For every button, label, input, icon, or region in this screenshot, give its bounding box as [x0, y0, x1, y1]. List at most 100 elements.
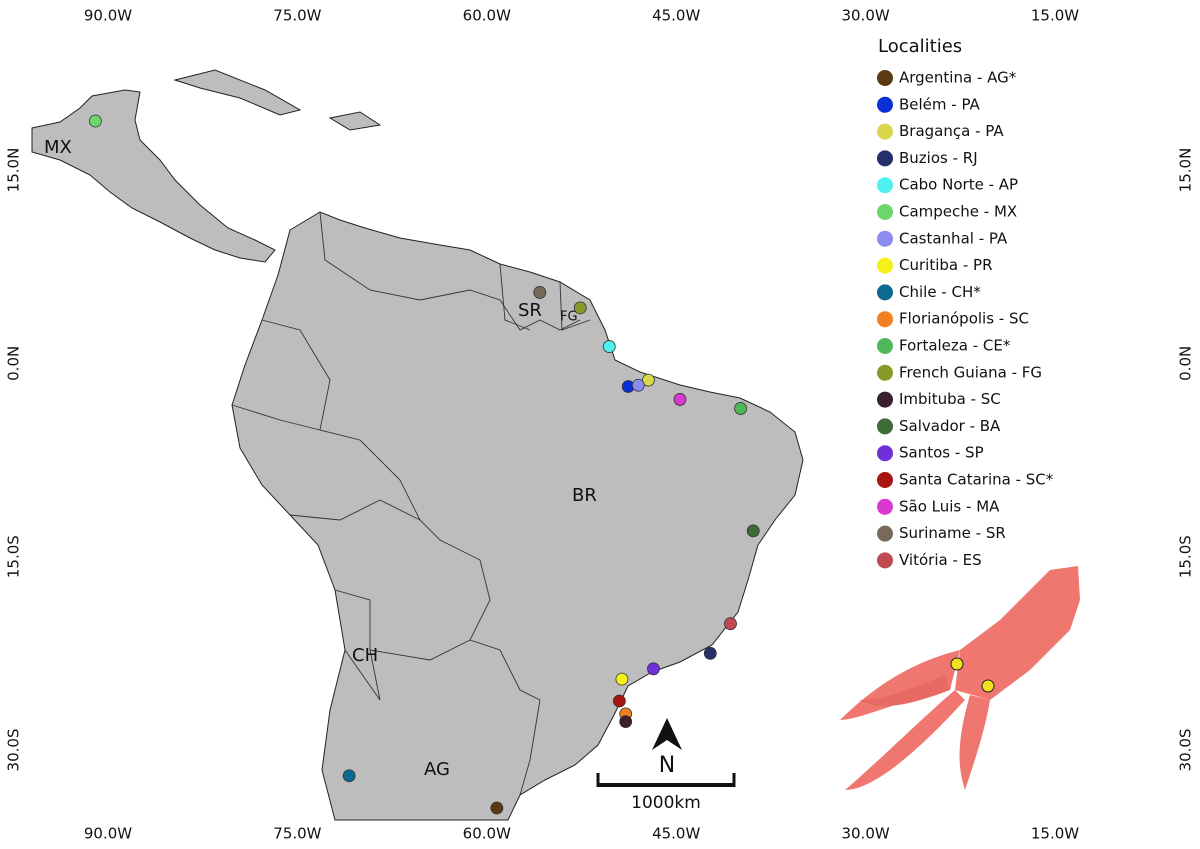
locality-point [631, 378, 645, 392]
legend-swatch [877, 552, 893, 569]
locality-point [88, 114, 102, 128]
legend-swatch [877, 418, 893, 435]
legend-label: Chile - CH* [899, 283, 981, 301]
locality-point [642, 373, 655, 387]
lat-tick-label: 15.0N [1177, 148, 1195, 193]
squid-arm [959, 695, 990, 790]
lon-tick-label: 75.0W [273, 7, 321, 25]
locality-point [734, 402, 747, 415]
legend-swatch [877, 364, 893, 381]
scale-bar: 1000km [596, 773, 736, 813]
locality-point [612, 694, 626, 708]
legend-swatch [877, 311, 893, 328]
lat-tick-label: 15.0S [1177, 535, 1195, 578]
border [499, 263, 531, 331]
hispaniola [328, 111, 382, 131]
legend-label: Vitória - ES [899, 551, 982, 569]
borders [231, 211, 591, 796]
legend-swatch [877, 230, 893, 247]
country-label: CH [352, 645, 378, 666]
lon-tick-label: 30.0W [841, 825, 889, 843]
legend-label: Buzios - RJ [899, 149, 978, 167]
locality-point [703, 646, 717, 660]
border [289, 499, 421, 521]
legend-swatch [877, 498, 893, 515]
locality-point [746, 524, 760, 538]
squid-eye [950, 657, 964, 671]
legend-label: Cabo Norte - AP [899, 176, 1018, 194]
lon-tick-label: 60.0W [463, 825, 511, 843]
north-arrow: N [652, 718, 682, 778]
central-america [31, 89, 276, 263]
legend-swatch [877, 96, 893, 113]
lon-tick-label: 90.0W [84, 7, 132, 25]
country-label: AG [424, 759, 450, 780]
legend-swatch [877, 391, 893, 408]
legend-label: Florianópolis - SC [899, 310, 1029, 328]
lon-tick-label: 90.0W [84, 825, 132, 843]
locality-point [490, 801, 504, 815]
lat-tick-label: 0.0N [5, 346, 23, 381]
legend-swatch [877, 525, 893, 542]
locality-point [619, 715, 633, 729]
legend-swatch [877, 70, 893, 86]
legend-title: Localities [878, 36, 962, 57]
cuba [173, 69, 302, 116]
border [261, 319, 541, 796]
legend-label: Imbituba - SC [899, 390, 1001, 408]
legend-swatch [877, 257, 893, 274]
legend-label: São Luis - MA [899, 497, 1000, 515]
legend-label: Santa Catarina - SC* [899, 471, 1054, 489]
squid-arm [860, 675, 950, 707]
land [31, 69, 804, 821]
legend-swatch [877, 445, 893, 462]
lon-tick-label: 15.0W [1031, 825, 1079, 843]
south-america [231, 211, 804, 821]
squid [840, 566, 1080, 790]
lon-tick-label: 45.0W [652, 825, 700, 843]
lat-tick-label: 30.0S [1177, 729, 1195, 772]
legend-label: Suriname - SR [899, 524, 1006, 542]
legend-label: Bragança - PA [899, 122, 1004, 140]
locality-point [602, 340, 616, 353]
lat-tick-label: 30.0S [5, 729, 23, 772]
locality-point [724, 617, 737, 631]
squid-eye [981, 679, 995, 693]
border [369, 639, 471, 661]
legend-label: Salvador - BA [899, 417, 1001, 435]
country-label: FG [560, 310, 578, 325]
country-label: SR [518, 300, 542, 321]
legend-swatch [877, 338, 893, 354]
locality-point [573, 301, 587, 315]
border [559, 281, 591, 331]
legend-label: Curitiba - PR [899, 256, 993, 274]
lat-tick-label: 0.0N [1177, 346, 1195, 381]
legend-swatch [877, 150, 893, 167]
lon-tick-label: 30.0W [841, 7, 889, 25]
border [231, 404, 321, 431]
legend-label: Argentina - AG* [899, 69, 1017, 87]
border [319, 211, 581, 331]
locality-point [647, 662, 660, 676]
locality-point [615, 672, 629, 686]
legend-swatch [877, 177, 893, 194]
legend-swatch [877, 204, 893, 220]
locality-point [673, 393, 687, 406]
legend-label: Castanhal - PA [899, 229, 1008, 247]
locality-point [533, 286, 547, 299]
lon-tick-label: 75.0W [273, 825, 321, 843]
legend-label: Campeche - MX [899, 203, 1017, 221]
legend-label: Belém - PA [899, 95, 981, 113]
squid-body [955, 566, 1080, 700]
country-label: MX [44, 137, 72, 158]
country-label: BR [572, 485, 597, 506]
north-label: N [659, 753, 675, 778]
legend-swatch [877, 472, 893, 488]
squid-arm [845, 690, 965, 790]
lat-tick-label: 15.0N [5, 148, 23, 193]
legend-label: French Guiana - FG [899, 363, 1042, 381]
lon-tick-label: 60.0W [463, 7, 511, 25]
arrow [652, 718, 682, 750]
legend-swatch [877, 123, 893, 140]
